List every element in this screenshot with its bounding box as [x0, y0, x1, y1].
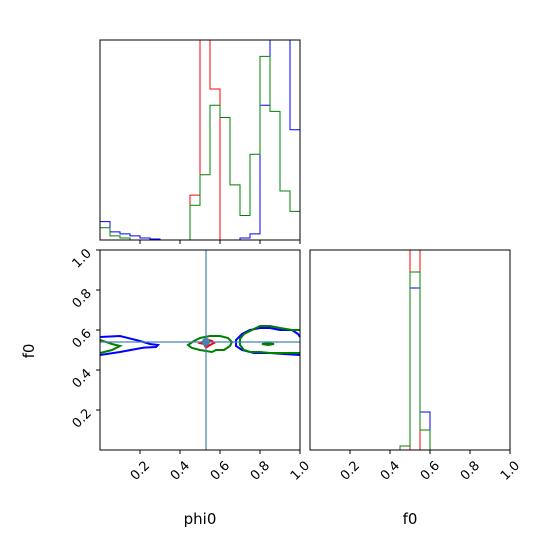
f0-hist-x-tick-label: 0.8	[458, 458, 483, 483]
contour-green-4	[186, 335, 234, 354]
contour-green-3	[100, 339, 123, 354]
axis-labels: phi0 f0 f0	[20, 344, 417, 528]
f0-hist-red	[409, 250, 421, 450]
phi0-hist-frame	[99, 39, 301, 241]
contour-x-tick-label: 1.0	[288, 458, 313, 483]
f0-hist-frame	[309, 249, 511, 451]
contour-x-tick-label: 0.6	[208, 458, 233, 483]
contour-y-tick-label: 0.2	[70, 406, 95, 431]
contour-x-tick-label: 0.2	[128, 458, 153, 483]
contour-green-6	[261, 341, 275, 347]
contour-y-tick-label: 0.8	[70, 286, 95, 311]
contour-y-tick-label: 0.6	[70, 326, 95, 351]
contour-x-tick-label: 0.8	[248, 458, 273, 483]
contour-y-tick-label: 1.0	[70, 246, 95, 271]
phi0-histogram-panel	[99, 39, 301, 244]
f0-hist-x-tick-label: 0.6	[418, 458, 443, 483]
f0-hist-x-tick-label: 1.0	[498, 458, 523, 483]
phi0-f0-contour-panel: 0.2 0.4 0.6 0.8 1.0 0.2 0.4 0.6 0.8 1.0	[70, 246, 313, 483]
f0-hist-x-tick-label: 0.2	[338, 458, 363, 483]
f0-hist-x-tick-label: 0.4	[378, 458, 403, 483]
f0-hist-green	[399, 271, 431, 450]
contour-y-tick-label: 0.4	[70, 366, 95, 391]
x-axis-label-f0: f0	[403, 510, 418, 528]
f0-histogram-panel: 0.2 0.4 0.6 0.8 1.0	[309, 249, 523, 484]
contour-lines	[100, 325, 300, 356]
phi0-hist-red	[189, 40, 221, 240]
f0-hist-bars	[399, 250, 431, 450]
phi0-hist-green	[100, 55, 300, 240]
phi0-hist-bars	[100, 40, 300, 240]
truth-marker	[202, 338, 210, 346]
contour-frame	[99, 249, 301, 451]
contour-blue-0	[100, 334, 161, 356]
y-axis-label-f0: f0	[20, 344, 38, 359]
contour-x-tick-label: 0.4	[168, 458, 193, 483]
x-axis-label-phi0: phi0	[184, 510, 217, 528]
